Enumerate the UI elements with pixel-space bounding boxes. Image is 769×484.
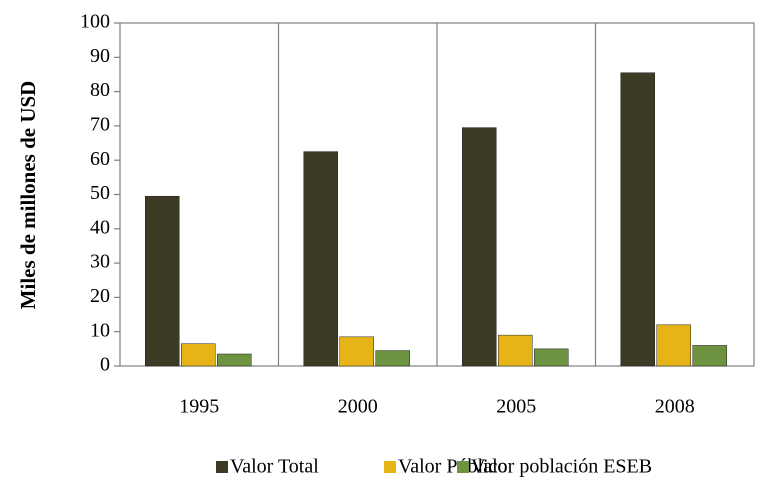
bar	[534, 348, 569, 367]
bar	[181, 343, 216, 367]
y-tick-label: 100	[80, 11, 110, 33]
y-tick-label: 10	[90, 319, 110, 341]
bar	[145, 195, 180, 367]
bar	[498, 334, 533, 367]
legend-label: Valor población ESEB	[471, 456, 652, 478]
y-tick-label: 30	[90, 251, 110, 273]
legend-swatch	[216, 461, 228, 473]
legend-label: Valor Total	[230, 456, 319, 478]
y-axis-label: Miles de millones de USD	[16, 81, 40, 310]
bar	[375, 350, 410, 367]
bar	[692, 345, 727, 367]
y-tick-label: 80	[90, 79, 110, 101]
x-tick-label: 2005	[496, 396, 536, 418]
bar	[656, 324, 691, 367]
legend-swatch	[457, 461, 469, 473]
bar	[217, 353, 252, 367]
y-tick-label: 50	[90, 182, 110, 204]
x-tick-label: 1995	[179, 396, 219, 418]
x-tick-label: 2008	[655, 396, 695, 418]
bar	[303, 151, 338, 367]
legend-swatch	[384, 461, 396, 473]
y-tick-label: 0	[100, 354, 110, 376]
bar	[462, 127, 497, 367]
y-tick-label: 20	[90, 285, 110, 307]
y-tick-label: 60	[90, 148, 110, 170]
legend-label: Valor Público	[398, 456, 507, 478]
bar	[339, 336, 374, 367]
y-tick-label: 70	[90, 113, 110, 135]
bar	[620, 72, 655, 367]
x-tick-label: 2000	[338, 396, 378, 418]
y-tick-label: 90	[90, 45, 110, 67]
y-tick-label: 40	[90, 216, 110, 238]
